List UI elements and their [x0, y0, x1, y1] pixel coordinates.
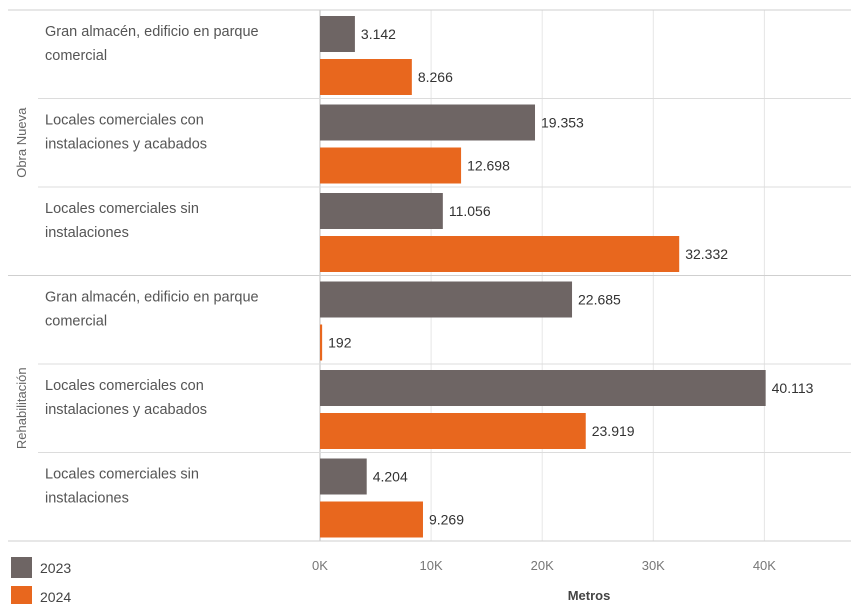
data-label: 32.332: [685, 246, 728, 262]
legend-label: 2024: [40, 589, 71, 604]
category-label: instalaciones: [45, 225, 129, 241]
category-label: instalaciones: [45, 491, 129, 507]
x-tick-label: 40K: [753, 558, 776, 573]
data-label: 3.142: [361, 26, 396, 42]
bar-2024: [320, 59, 412, 95]
data-label: 8.266: [418, 69, 453, 85]
data-label: 19.353: [541, 115, 584, 131]
data-label: 192: [328, 335, 352, 351]
category-label: comercial: [45, 48, 107, 64]
bar-2024: [320, 324, 323, 361]
x-tick-label: 10K: [420, 558, 443, 573]
category-label: Locales comerciales con: [45, 378, 204, 394]
category-label: Locales comerciales con: [45, 113, 204, 129]
category-label: Gran almacén, edificio en parque: [45, 290, 259, 306]
row-layer: Obra Nueva Gran almacén, edificio en parq…: [8, 9, 851, 542]
category-label: Gran almacén, edificio en parque: [45, 24, 259, 40]
data-label: 22.685: [578, 292, 621, 308]
category-label: comercial: [45, 314, 107, 330]
category-label: Locales comerciales sin: [45, 201, 199, 217]
data-label: 4.204: [373, 469, 408, 485]
x-axis: Metros 0K 10K 20K 30K 40K: [312, 558, 776, 603]
x-tick-label: 0K: [312, 558, 328, 573]
x-axis-title: Metros: [568, 588, 611, 603]
bar-2023: [320, 370, 766, 406]
data-label: 12.698: [467, 158, 510, 174]
legend: 2023 2024: [11, 557, 71, 604]
bar-2023: [320, 458, 367, 495]
category-label: instalaciones y acabados: [45, 402, 207, 418]
bar-2023: [320, 16, 355, 52]
bar-2023: [320, 281, 573, 318]
legend-swatch-2023: [11, 557, 32, 578]
group-label: Obra Nueva: [14, 107, 29, 178]
category-label: Locales comerciales sin: [45, 467, 199, 483]
bar-2024: [320, 147, 462, 184]
bar-2024: [320, 501, 423, 538]
category-label: instalaciones y acabados: [45, 137, 207, 153]
bar-2023: [320, 104, 536, 141]
bar-2024: [320, 413, 586, 449]
legend-swatch-2024: [11, 586, 32, 604]
x-tick-label: 30K: [642, 558, 665, 573]
data-label: 40.113: [772, 380, 814, 396]
x-tick-label: 20K: [531, 558, 554, 573]
group-label: Rehabilitación: [14, 367, 29, 449]
bar-layer: 3.142 8.266 19.353 12.698 11.056 32.332 22.685…: [320, 16, 814, 538]
data-label: 11.056: [449, 203, 491, 219]
legend-label: 2023: [40, 560, 71, 576]
data-label: 23.919: [592, 423, 635, 439]
bar-2023: [320, 193, 443, 229]
data-label: 9.269: [429, 512, 464, 528]
bar-2024: [320, 236, 680, 272]
